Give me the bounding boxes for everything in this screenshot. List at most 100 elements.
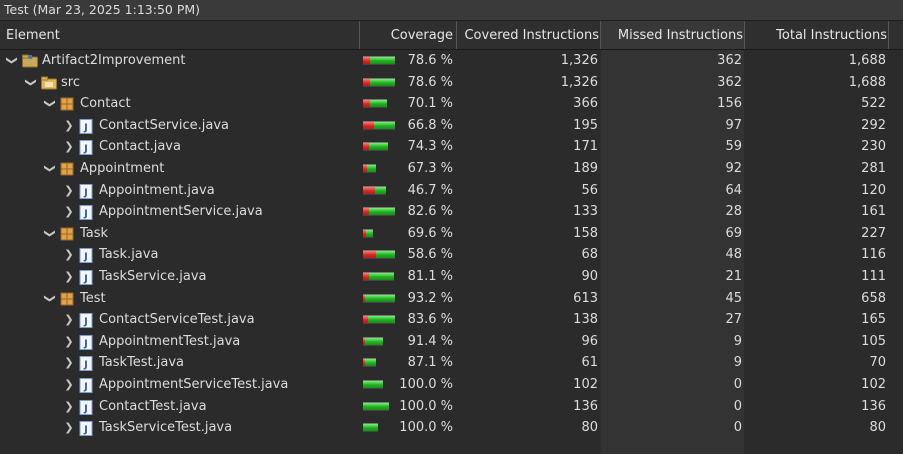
tree-row[interactable]: ❯ J ContactService.java 66.8 % 195 97 292	[0, 115, 903, 137]
tree-row[interactable]: ❯ Contact 70.1 % 366 156 522	[0, 93, 903, 115]
column-header-coverage[interactable]: Coverage	[390, 28, 453, 43]
java-file-icon: J	[79, 313, 93, 329]
tree-row[interactable]: ❯ src 78.6 % 1,326 362 1,688	[0, 72, 903, 94]
covered-value: 56	[581, 182, 598, 198]
column-header-total[interactable]: Total Instructions	[776, 28, 887, 43]
tree-row[interactable]: ❯ J TaskService.java 81.1 % 90 21 111	[0, 266, 903, 288]
element-label: Test	[80, 290, 106, 306]
element-label: AppointmentService.java	[99, 204, 263, 220]
covered-value: 102	[573, 377, 598, 392]
covered-value: 96	[581, 333, 598, 349]
column-header-element[interactable]: Element	[6, 28, 60, 43]
tree-row[interactable]: ❯ Task 69.6 % 158 69 227	[0, 223, 903, 245]
tree-row[interactable]: ❯ Artifact2Improvement 78.6 % 1,326 362 1,688	[0, 50, 903, 72]
expand-chevron-icon[interactable]: ❯	[64, 183, 74, 197]
expand-chevron-icon[interactable]: ❯	[64, 421, 74, 435]
element-label: Artifact2Improvement	[42, 53, 186, 68]
collapse-chevron-icon[interactable]: ❯	[43, 228, 57, 238]
covered-value: 136	[573, 398, 598, 414]
column-divider[interactable]	[888, 21, 889, 49]
tree-row[interactable]: ❯ J AppointmentServiceTest.java 100.0 % 102 0…	[0, 374, 903, 396]
covered-bar-segment	[369, 143, 388, 151]
expand-chevron-icon[interactable]: ❯	[64, 140, 74, 154]
coverage-bar	[363, 401, 389, 411]
column-header-covered[interactable]: Covered Instructions	[464, 28, 599, 43]
column-divider[interactable]	[600, 21, 601, 49]
coverage-bar	[363, 142, 388, 152]
total-value: 70	[869, 355, 886, 371]
covered-value: 195	[573, 117, 598, 133]
missed-value: 28	[725, 204, 742, 220]
total-value: 658	[861, 290, 886, 306]
tree-row[interactable]: ❯ J Contact.java 74.3 % 171 59 230	[0, 136, 903, 158]
total-value: 165	[861, 312, 886, 328]
tree-row[interactable]: ❯ J ContactTest.java 100.0 % 136 0 136	[0, 396, 903, 418]
source-folder-icon	[41, 76, 57, 90]
coverage-bar	[363, 358, 376, 368]
tree-row[interactable]: ❯ J AppointmentService.java 82.6 % 133 28 161	[0, 201, 903, 223]
tree-row[interactable]: ❯ J TaskServiceTest.java 100.0 % 80 0 80	[0, 417, 903, 439]
coverage-bar	[363, 77, 395, 87]
svg-text:J: J	[83, 122, 88, 133]
missed-bar-segment	[363, 251, 376, 259]
element-label: Appointment.java	[99, 182, 215, 198]
tree-row[interactable]: ❯ J ContactServiceTest.java 83.6 % 138 27 165	[0, 309, 903, 331]
missed-bar-segment	[363, 273, 369, 280]
covered-bar-segment	[365, 359, 376, 367]
missed-value: 362	[717, 74, 742, 90]
column-header-missed[interactable]: Missed Instructions	[601, 21, 744, 49]
collapse-chevron-icon[interactable]: ❯	[24, 77, 38, 87]
expand-chevron-icon[interactable]: ❯	[64, 205, 74, 219]
tree-row[interactable]: ❯ J Appointment.java 46.7 % 56 64 120	[0, 180, 903, 202]
expand-chevron-icon[interactable]: ❯	[64, 248, 74, 262]
svg-text:J: J	[83, 382, 88, 393]
covered-bar-segment	[363, 381, 383, 388]
svg-text:J: J	[83, 187, 88, 198]
covered-value: 171	[573, 139, 598, 155]
svg-text:J: J	[83, 144, 88, 155]
collapse-chevron-icon[interactable]: ❯	[5, 55, 19, 66]
covered-bar-segment	[376, 251, 395, 259]
column-divider[interactable]	[456, 21, 457, 49]
covered-value: 1,326	[560, 74, 598, 90]
tree-row[interactable]: ❯ J Task.java 58.6 % 68 48 116	[0, 244, 903, 266]
collapse-chevron-icon[interactable]: ❯	[43, 99, 57, 109]
expand-chevron-icon[interactable]: ❯	[64, 399, 74, 413]
expand-chevron-icon[interactable]: ❯	[64, 118, 74, 132]
view-title: Test (Mar 23, 2025 1:13:50 PM)	[0, 0, 903, 21]
total-value: 102	[861, 377, 886, 392]
expand-chevron-icon[interactable]: ❯	[64, 270, 74, 283]
total-value: 161	[861, 204, 886, 220]
tree-row[interactable]: ❯ J AppointmentTest.java 91.4 % 96 9 105	[0, 331, 903, 353]
total-value: 120	[861, 182, 886, 198]
svg-text:J: J	[83, 338, 88, 349]
covered-bar-segment	[370, 57, 395, 64]
collapse-chevron-icon[interactable]: ❯	[43, 163, 57, 174]
package-icon	[60, 292, 74, 306]
coverage-value: 67.3 %	[407, 161, 453, 176]
missed-value: 69	[725, 225, 742, 241]
coverage-value: 82.6 %	[407, 204, 453, 220]
expand-chevron-icon[interactable]: ❯	[64, 334, 74, 348]
collapse-chevron-icon[interactable]: ❯	[43, 293, 57, 303]
expand-chevron-icon[interactable]: ❯	[64, 356, 74, 370]
coverage-value: 58.6 %	[407, 247, 453, 263]
tree-row[interactable]: ❯ Appointment 67.3 % 189 92 281	[0, 158, 903, 180]
coverage-value: 70.1 %	[407, 96, 453, 112]
expand-chevron-icon[interactable]: ❯	[64, 313, 74, 327]
missed-bar-segment	[363, 359, 365, 367]
missed-value: 0	[733, 377, 742, 392]
tree-row[interactable]: ❯ Test 93.2 % 613 45 658	[0, 288, 903, 310]
covered-bar-segment	[363, 402, 389, 410]
column-divider[interactable]	[744, 21, 745, 49]
covered-value: 138	[573, 312, 598, 328]
coverage-bar	[363, 315, 395, 325]
tree-row[interactable]: ❯ J TaskTest.java 87.1 % 61 9 70	[0, 352, 903, 374]
element-label: TaskService.java	[99, 269, 207, 284]
coverage-value: 87.1 %	[407, 355, 453, 371]
expand-chevron-icon[interactable]: ❯	[64, 378, 74, 391]
column-divider[interactable]	[359, 21, 360, 49]
missed-bar-segment	[363, 143, 369, 151]
coverage-value: 93.2 %	[407, 290, 453, 306]
java-file-icon: J	[79, 356, 93, 372]
